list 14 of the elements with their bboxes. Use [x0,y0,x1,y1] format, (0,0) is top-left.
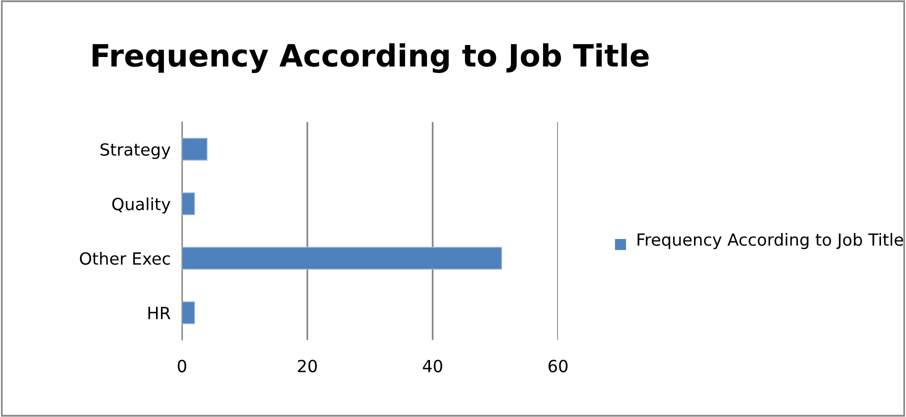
bar [182,138,208,161]
legend-label: Frequency According to Job Title [638,233,904,250]
y-tick-label: Strategy [100,143,170,160]
bar [182,246,502,270]
x-tick-label: 0 [178,360,186,372]
y-tick-label: Quality [112,197,170,214]
x-tick-label: 60 [548,360,568,372]
x-tick-label: 40 [422,360,442,372]
y-tick-label: Other Exec [80,252,170,265]
x-tick-label: 20 [298,360,317,372]
bar [182,192,195,216]
bar [182,301,195,324]
chart-title: Frequency According to Job Title [92,43,649,74]
y-tick-label: HR [148,306,170,320]
